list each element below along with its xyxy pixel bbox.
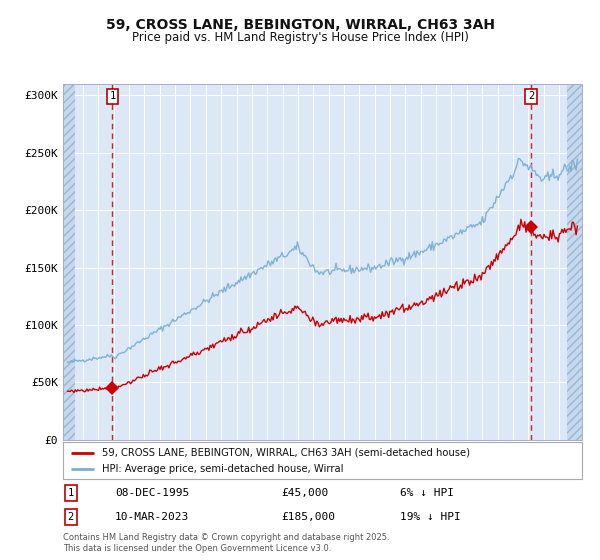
Text: 59, CROSS LANE, BEBINGTON, WIRRAL, CH63 3AH (semi-detached house): 59, CROSS LANE, BEBINGTON, WIRRAL, CH63 … (102, 447, 470, 458)
Bar (63, 84, 75, 440)
Text: 6% ↓ HPI: 6% ↓ HPI (400, 488, 454, 498)
Text: 1: 1 (109, 91, 116, 101)
Text: HPI: Average price, semi-detached house, Wirral: HPI: Average price, semi-detached house,… (102, 464, 343, 474)
Text: £45,000: £45,000 (281, 488, 328, 498)
Text: Price paid vs. HM Land Registry's House Price Index (HPI): Price paid vs. HM Land Registry's House … (131, 31, 469, 44)
Text: 1: 1 (68, 488, 74, 498)
Text: 19% ↓ HPI: 19% ↓ HPI (400, 512, 461, 522)
Text: 2: 2 (528, 91, 534, 101)
Text: 59, CROSS LANE, BEBINGTON, WIRRAL, CH63 3AH: 59, CROSS LANE, BEBINGTON, WIRRAL, CH63 … (106, 18, 494, 32)
Text: £185,000: £185,000 (281, 512, 335, 522)
Bar (566, 84, 582, 440)
Text: 08-DEC-1995: 08-DEC-1995 (115, 488, 189, 498)
Text: Contains HM Land Registry data © Crown copyright and database right 2025.
This d: Contains HM Land Registry data © Crown c… (63, 533, 389, 553)
Text: 2: 2 (68, 512, 74, 522)
Text: 10-MAR-2023: 10-MAR-2023 (115, 512, 189, 522)
